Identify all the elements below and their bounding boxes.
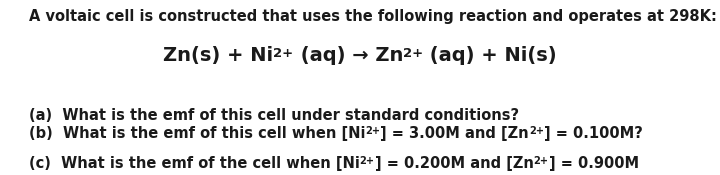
Text: A voltaic cell is constructed that uses the following reaction and operates at 2: A voltaic cell is constructed that uses … <box>29 9 716 24</box>
Text: 2+: 2+ <box>529 126 544 136</box>
Text: (c)  What is the emf of the cell when [Ni: (c) What is the emf of the cell when [Ni <box>29 156 360 171</box>
Text: (a)  What is the emf of this cell under standard conditions?: (a) What is the emf of this cell under s… <box>29 108 519 124</box>
Text: ] = 0.900M: ] = 0.900M <box>549 156 639 171</box>
Text: (b)  What is the emf of this cell when [Ni: (b) What is the emf of this cell when [N… <box>29 126 365 141</box>
Text: 2+: 2+ <box>360 156 374 166</box>
Text: ] = 0.200M and [Zn: ] = 0.200M and [Zn <box>374 156 534 171</box>
Text: ] = 0.100M?: ] = 0.100M? <box>544 126 643 141</box>
Text: 2+: 2+ <box>403 47 423 60</box>
Text: ] = 3.00M and [Zn: ] = 3.00M and [Zn <box>380 126 529 141</box>
Text: (aq) + Ni(s): (aq) + Ni(s) <box>423 46 557 65</box>
Text: 2+: 2+ <box>534 156 549 166</box>
Text: 2+: 2+ <box>274 47 294 60</box>
Text: Zn(s) + Ni: Zn(s) + Ni <box>163 46 274 65</box>
Text: 2+: 2+ <box>365 126 380 136</box>
Text: (aq) → Zn: (aq) → Zn <box>294 46 403 65</box>
